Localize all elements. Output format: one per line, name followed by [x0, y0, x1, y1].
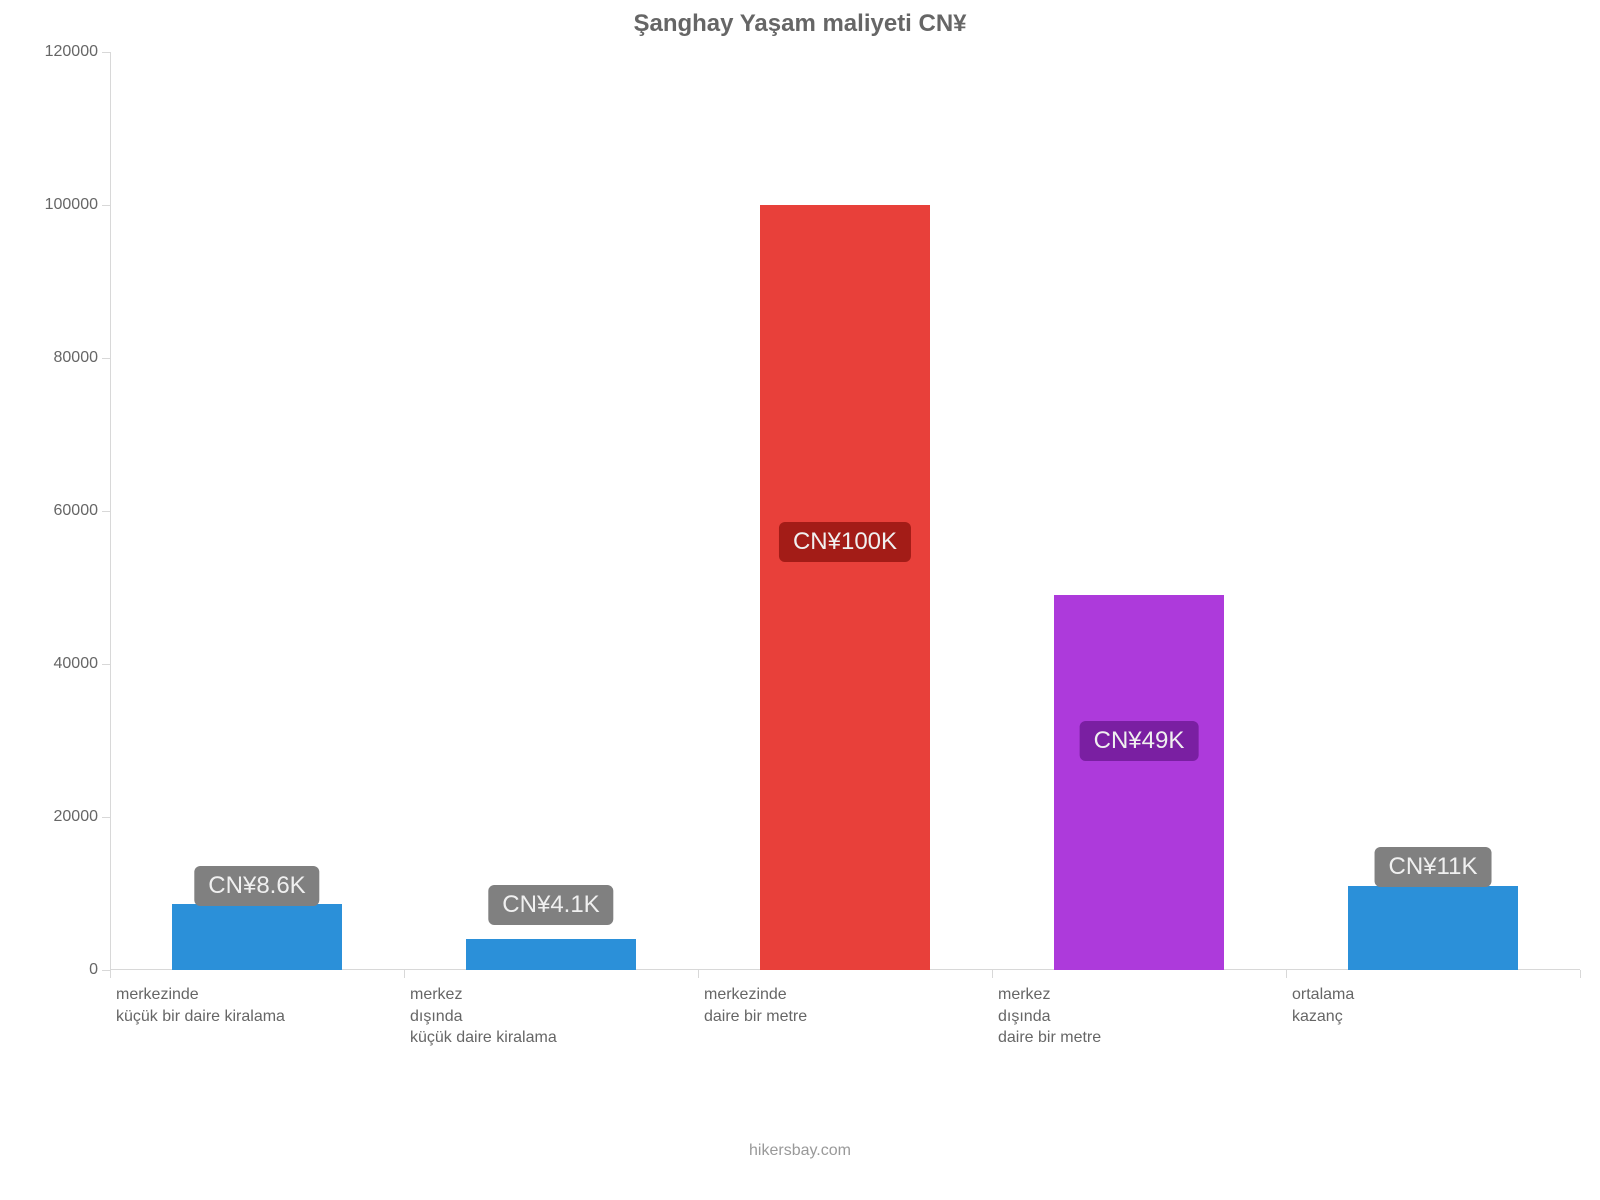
chart-title: Şanghay Yaşam maliyeti CN¥	[0, 10, 1600, 38]
bar-value-label: CN¥4.1K	[488, 885, 613, 925]
bar	[172, 904, 343, 970]
bar	[760, 205, 931, 970]
x-tick-mark	[992, 970, 993, 978]
chart-credit: hikersbay.com	[0, 1142, 1600, 1160]
y-tick-mark	[102, 205, 110, 206]
y-tick-label: 120000	[45, 43, 110, 61]
x-tick-mark	[404, 970, 405, 978]
x-tick-mark	[1580, 970, 1581, 978]
x-tick-mark	[1286, 970, 1287, 978]
y-tick-mark	[102, 358, 110, 359]
bar	[1054, 595, 1225, 970]
y-axis-line	[110, 52, 111, 970]
y-tick-mark	[102, 511, 110, 512]
x-category-label: ortalama kazanç	[1292, 970, 1576, 1027]
x-category-label: merkez dışında küçük daire kiralama	[410, 970, 694, 1049]
x-category-label: merkezinde daire bir metre	[704, 970, 988, 1027]
bar-value-label: CN¥11K	[1375, 847, 1492, 887]
bar-value-label: CN¥49K	[1080, 721, 1199, 761]
x-tick-mark	[110, 970, 111, 978]
x-tick-mark	[698, 970, 699, 978]
x-category-label: merkezinde küçük bir daire kiralama	[116, 970, 400, 1027]
y-tick-mark	[102, 52, 110, 53]
y-tick-mark	[102, 817, 110, 818]
plot-area: 020000400006000080000100000120000CN¥8.6K…	[110, 52, 1580, 970]
y-tick-mark	[102, 970, 110, 971]
y-tick-label: 100000	[45, 196, 110, 214]
bar-value-label: CN¥8.6K	[194, 866, 319, 906]
x-category-label: merkez dışında daire bir metre	[998, 970, 1282, 1049]
bar	[466, 939, 637, 970]
cost-of-living-chart: Şanghay Yaşam maliyeti CN¥ 0200004000060…	[0, 0, 1600, 1200]
bar	[1348, 886, 1519, 970]
bar-value-label: CN¥100K	[779, 522, 911, 562]
y-tick-mark	[102, 664, 110, 665]
